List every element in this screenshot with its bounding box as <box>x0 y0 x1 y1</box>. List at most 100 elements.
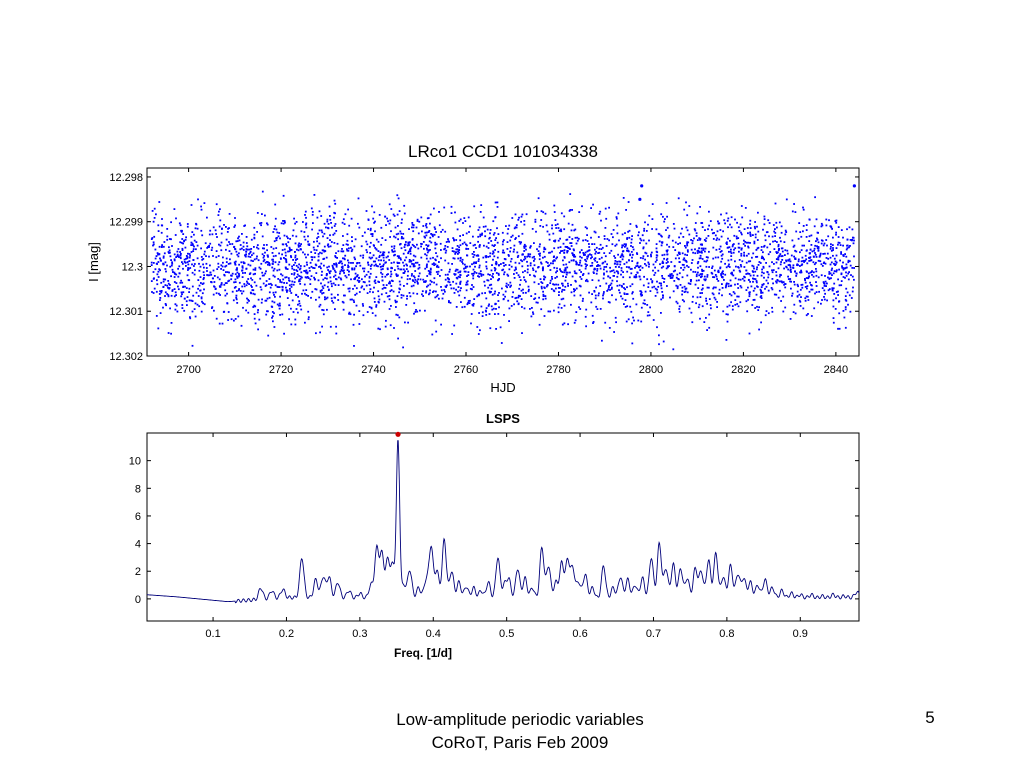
lightcurve-point <box>341 300 344 303</box>
lightcurve-point <box>257 309 259 311</box>
lightcurve-point <box>250 238 253 241</box>
lightcurve-point <box>346 269 349 271</box>
lightcurve-point <box>423 281 425 283</box>
lightcurve-point <box>242 245 245 248</box>
lightcurve-point <box>337 299 340 301</box>
lightcurve-point <box>194 315 197 318</box>
lightcurve-point <box>606 263 608 266</box>
lightcurve-point <box>773 263 775 265</box>
lightcurve-point <box>434 263 437 266</box>
lightcurve-point <box>208 233 211 236</box>
lightcurve-point <box>552 262 554 265</box>
lightcurve-point <box>733 248 735 251</box>
lightcurve-point <box>798 299 801 302</box>
lightcurve-point <box>501 269 504 272</box>
lightcurve-point <box>305 269 308 272</box>
lightcurve-point <box>225 226 227 228</box>
lightcurve-point <box>746 227 749 229</box>
lightcurve-point <box>202 282 205 285</box>
lightcurve-point <box>425 290 428 293</box>
lightcurve-point <box>564 268 567 271</box>
lightcurve-point <box>319 303 322 306</box>
lightcurve-point <box>256 244 259 246</box>
lightcurve-point <box>200 247 202 250</box>
lightcurve-point <box>225 261 228 263</box>
lightcurve-point <box>257 298 260 301</box>
lightcurve-point <box>676 273 679 276</box>
lightcurve-point <box>260 262 263 265</box>
lightcurve-point <box>712 293 715 296</box>
lightcurve-point <box>304 214 306 216</box>
lightcurve-point <box>268 264 271 267</box>
lightcurve-point <box>579 261 581 264</box>
lightcurve-point <box>595 272 598 275</box>
lightcurve-point <box>696 212 699 215</box>
lightcurve-point <box>838 300 840 303</box>
lightcurve-point <box>306 271 309 274</box>
lightcurve-point <box>526 271 529 274</box>
lightcurve-point <box>281 249 284 251</box>
lightcurve-point <box>353 245 356 248</box>
lightcurve-point <box>426 231 428 234</box>
lightcurve-point <box>353 268 356 271</box>
lightcurve-point <box>266 249 268 252</box>
lightcurve-point <box>410 260 413 263</box>
lightcurve-point <box>779 263 782 266</box>
lightcurve-point <box>599 267 602 270</box>
lightcurve-point <box>629 285 632 288</box>
lightcurve-point <box>831 288 834 291</box>
lightcurve-point <box>529 264 532 267</box>
lightcurve-point <box>241 276 244 278</box>
lightcurve-point <box>698 257 701 260</box>
lightcurve-point <box>333 225 336 227</box>
lightcurve-point <box>844 298 847 301</box>
lightcurve-point <box>304 253 306 256</box>
lightcurve-point <box>590 236 592 239</box>
lightcurve-point <box>797 258 800 261</box>
lightcurve-point <box>493 245 495 247</box>
lightcurve-point <box>386 295 389 298</box>
lightcurve-point <box>484 235 487 238</box>
lightcurve-point <box>473 254 476 256</box>
lightcurve-point <box>626 293 629 295</box>
lightcurve-point <box>573 255 575 258</box>
lightcurve-point <box>792 311 795 313</box>
lightcurve-point <box>743 275 745 278</box>
lightcurve-point <box>215 256 218 259</box>
lightcurve-point <box>380 268 383 271</box>
lightcurve-point <box>187 279 190 281</box>
lightcurve-point <box>402 294 405 297</box>
lightcurve-point <box>767 273 770 276</box>
lightcurve-point <box>623 243 626 246</box>
lightcurve-point <box>824 252 826 255</box>
lightcurve-point <box>347 249 350 252</box>
lightcurve-point <box>524 245 527 248</box>
lightcurve-point <box>634 266 636 269</box>
lightcurve-point <box>849 239 852 241</box>
lightcurve-point <box>282 222 285 225</box>
lightcurve-point <box>741 260 744 263</box>
lightcurve-point <box>809 252 811 254</box>
lightcurve-point <box>310 296 312 299</box>
lightcurve-point <box>416 282 419 284</box>
lightcurve-point <box>198 269 201 272</box>
lightcurve-point <box>252 268 255 271</box>
lightcurve-point <box>233 281 235 284</box>
lightcurve-point <box>307 318 310 321</box>
lightcurve-point <box>821 265 824 267</box>
lightcurve-point <box>626 249 628 252</box>
lightcurve-point <box>617 212 620 215</box>
lightcurve-point <box>732 291 735 293</box>
lightcurve-point <box>850 297 853 299</box>
lightcurve-point <box>716 237 719 240</box>
lightcurve-point <box>459 273 462 276</box>
lightcurve-point <box>298 278 301 281</box>
lightcurve-point <box>513 277 516 279</box>
lightcurve-point <box>498 292 500 294</box>
lightcurve-point <box>393 215 396 217</box>
lightcurve-point <box>844 308 847 311</box>
lightcurve-point <box>737 295 740 298</box>
lightcurve-point <box>270 246 273 248</box>
lightcurve-point <box>795 272 798 275</box>
lightcurve-point <box>644 303 646 305</box>
